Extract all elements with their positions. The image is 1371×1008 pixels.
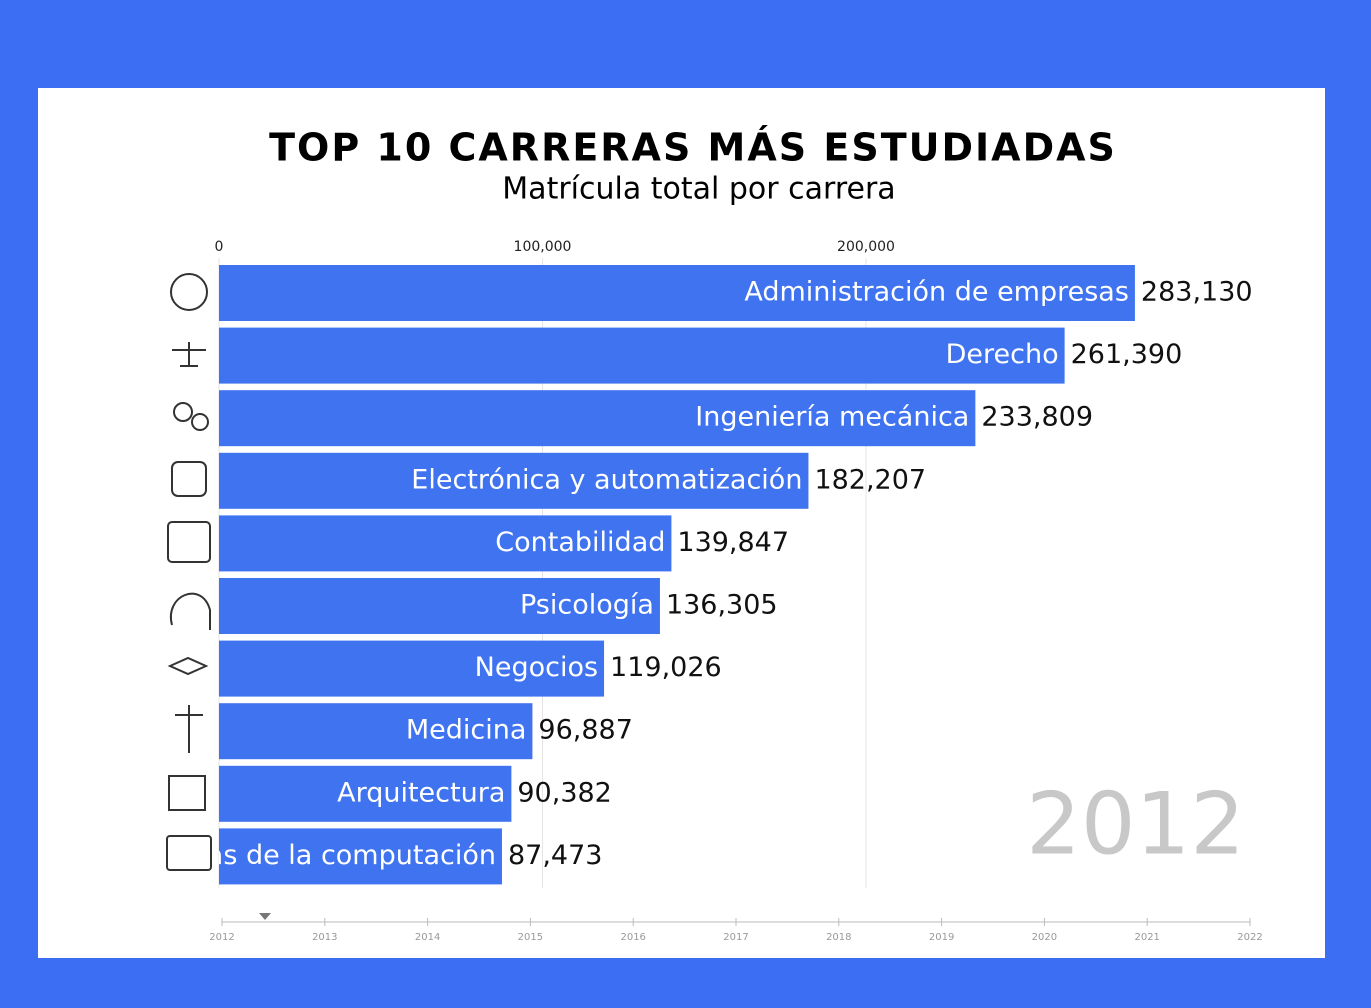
timeline-label: 2013 <box>312 932 337 943</box>
timeline-label: 2021 <box>1134 932 1159 943</box>
value-label: 119,026 <box>610 652 722 683</box>
chart-subtitle: Matrícula total por carrera <box>502 172 895 207</box>
bar-label: Arquitectura <box>337 777 505 808</box>
bar-label: Ingeniería mecánica <box>695 402 969 433</box>
value-label: 283,130 <box>1141 277 1253 308</box>
value-label: 233,809 <box>981 402 1093 433</box>
chart: TOP 10 CARRERAS MÁS ESTUDIADAS Matrícula… <box>0 0 1371 1008</box>
x-tick-label: 100,000 <box>514 239 572 255</box>
bar-label: Contabilidad <box>495 527 665 558</box>
timeline-label: 2017 <box>723 932 748 943</box>
bar-label: Administración de empresas <box>744 277 1129 308</box>
chart-title: TOP 10 CARRERAS MÁS ESTUDIADAS <box>269 126 1117 170</box>
value-label: 87,473 <box>508 840 602 871</box>
year-label: 2012 <box>1026 774 1245 874</box>
value-label: 96,887 <box>538 715 632 746</box>
x-tick-label: 200,000 <box>837 239 895 255</box>
value-label: 136,305 <box>666 590 778 621</box>
timeline-label: 2012 <box>209 932 234 943</box>
timeline-label: 2014 <box>415 932 440 943</box>
value-label: 261,390 <box>1071 339 1183 370</box>
timeline-label: 2020 <box>1032 932 1057 943</box>
value-label: 90,382 <box>517 777 611 808</box>
bar-label: Derecho <box>946 339 1059 370</box>
bar-label: as de la computación <box>207 840 496 871</box>
bar <box>219 328 1065 384</box>
value-label: 139,847 <box>677 527 789 558</box>
value-label: 182,207 <box>814 464 926 495</box>
x-tick-label: 0 <box>215 239 224 255</box>
bar-label: Electrónica y automatización <box>411 464 802 495</box>
timeline-label: 2016 <box>620 932 645 943</box>
bar-label: Medicina <box>406 715 527 746</box>
timeline-label: 2018 <box>826 932 851 943</box>
timeline-label: 2019 <box>929 932 954 943</box>
page: {"chart_data": {"type": "barh", "title":… <box>0 0 1371 1008</box>
timeline-label: 2022 <box>1237 932 1262 943</box>
bar-label: Psicología <box>520 590 654 621</box>
timeline-label: 2015 <box>518 932 543 943</box>
bar-label: Negocios <box>475 652 598 683</box>
